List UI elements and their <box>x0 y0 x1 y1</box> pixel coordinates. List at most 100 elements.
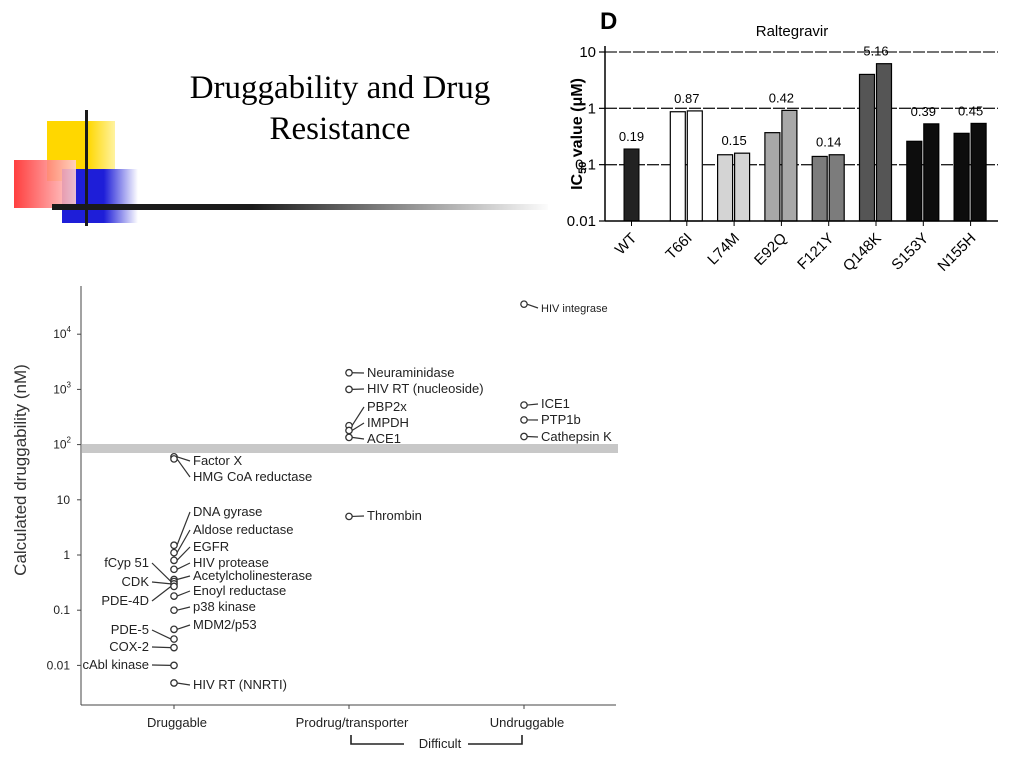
y-tick-label: 0.01 <box>47 658 71 672</box>
data-point <box>346 427 352 433</box>
data-label: 5.16 <box>863 44 888 59</box>
threshold-band <box>82 444 618 453</box>
y-tick-label: 102 <box>53 436 71 452</box>
data-label: 0.15 <box>721 133 746 148</box>
bar <box>907 141 922 221</box>
x-tick-label: Q148K <box>840 230 885 275</box>
y-axis-label-main: IC <box>569 173 586 189</box>
bar <box>670 112 685 221</box>
point-label: DNA gyrase <box>193 504 262 519</box>
difficult-bracket-right <box>468 735 522 744</box>
leader-line <box>527 404 538 405</box>
point-label: CDK <box>122 574 150 589</box>
leader-line <box>152 582 171 584</box>
point-label: Acetylcholinesterase <box>193 568 312 583</box>
leader-line <box>177 683 190 685</box>
slide-title-line2: Resistance <box>150 109 530 150</box>
point-label: HIV RT (NNRTI) <box>193 677 287 692</box>
x-tick-label: F121Y <box>794 230 837 273</box>
point-label: PDE-5 <box>111 622 149 637</box>
point-label: HIV integrase <box>541 303 608 315</box>
leader-line <box>152 586 171 601</box>
data-label: 0.87 <box>674 91 699 106</box>
data-point <box>171 626 177 632</box>
bar <box>687 111 702 221</box>
x-category-label: Undruggable <box>490 715 564 730</box>
raltegravir-bar-chart: D Raltegravir IC50 value (μM) 0.190.870.… <box>548 0 1010 298</box>
data-point <box>171 550 177 556</box>
data-point <box>346 434 352 440</box>
data-point <box>171 636 177 642</box>
leader-line <box>152 647 171 648</box>
data-point <box>171 662 177 668</box>
data-point <box>171 557 177 563</box>
x-tick-label: E92Q <box>751 230 790 269</box>
y-tick-label: 10 <box>57 493 71 507</box>
bar <box>812 156 827 221</box>
point-label: fCyp 51 <box>104 555 149 570</box>
difficult-label: Difficult <box>419 736 462 751</box>
point-label: Aldose reductase <box>193 522 293 537</box>
data-point <box>171 566 177 572</box>
leader-line <box>352 437 364 439</box>
y-tick-label: 0.1 <box>53 603 70 617</box>
bar <box>735 153 750 221</box>
data-label: 0.45 <box>958 103 983 118</box>
data-point <box>346 370 352 376</box>
point-label: PDE-4D <box>101 593 149 608</box>
point-label: cAbl kinase <box>83 657 149 672</box>
data-point <box>521 301 527 307</box>
point-label: ICE1 <box>541 396 570 411</box>
bar <box>924 124 939 221</box>
leader-line <box>527 304 538 308</box>
point-label: PBP2x <box>367 399 407 414</box>
bar <box>860 74 875 221</box>
point-label: HIV RT (nucleoside) <box>367 381 484 396</box>
x-tick-label: N155H <box>934 230 979 275</box>
point-label: EGFR <box>193 539 229 554</box>
point-label: p38 kinase <box>193 599 256 614</box>
slide-title: Druggability and Drug Resistance <box>150 68 530 150</box>
data-point <box>171 583 177 589</box>
data-point <box>171 456 177 462</box>
data-point <box>521 417 527 423</box>
data-point <box>171 607 177 613</box>
y-axis-label-rest: value (μM) <box>569 78 586 162</box>
point-label: Thrombin <box>367 508 422 523</box>
x-tick-label: T66I <box>662 230 695 263</box>
x-tick-label: L74M <box>704 230 743 269</box>
leader-line <box>177 625 190 629</box>
x-category-label: Prodrug/transporter <box>296 715 409 730</box>
x-tick-label: WT <box>612 230 641 259</box>
data-point <box>521 433 527 439</box>
leader-line <box>152 563 171 582</box>
point-label: IMPDH <box>367 415 409 430</box>
y-tick-label: 103 <box>53 380 71 396</box>
point-label: COX-2 <box>109 639 149 654</box>
decor-red-square <box>14 160 76 208</box>
leader-line <box>177 563 190 569</box>
y-tick-label: 1 <box>588 100 596 117</box>
x-tick-label: S153Y <box>888 230 932 274</box>
data-point <box>346 513 352 519</box>
bar <box>782 110 797 221</box>
leader-line <box>177 457 190 461</box>
bar <box>971 123 986 221</box>
x-category-label: Druggable <box>147 715 207 730</box>
y-tick-label: 0.01 <box>567 213 596 230</box>
leader-line <box>177 591 190 596</box>
bar <box>765 133 780 221</box>
y-tick-label: 1 <box>63 548 70 562</box>
bar <box>829 155 844 221</box>
leader-line <box>177 459 190 477</box>
leader-line <box>352 407 364 426</box>
panel-label: D <box>600 8 617 35</box>
bar <box>954 133 969 221</box>
y-tick-label: 10 <box>579 44 596 61</box>
data-point <box>171 644 177 650</box>
bar <box>624 149 639 221</box>
data-point <box>171 542 177 548</box>
